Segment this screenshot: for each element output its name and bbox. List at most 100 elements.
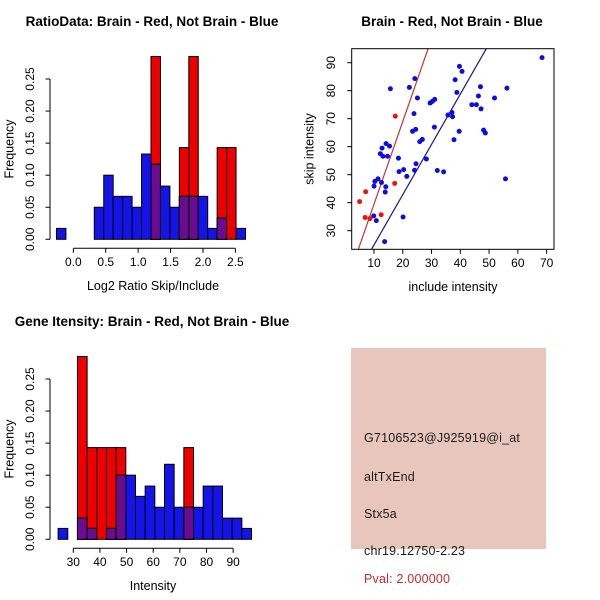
histogram-bar-blue <box>212 485 224 540</box>
scatter-point-blue <box>412 76 418 82</box>
scatter-point-red <box>363 189 369 195</box>
scatter-point-blue <box>445 112 451 118</box>
x-tick-label: 70 <box>173 555 187 569</box>
histogram-bar-blue <box>154 506 165 540</box>
histogram-bar-blue <box>241 527 253 540</box>
scatter-point-blue <box>419 136 425 142</box>
scatter-point-blue <box>456 128 462 134</box>
histogram-bar-blue <box>197 195 209 240</box>
scatter-point-blue <box>375 176 381 182</box>
scatter-point-blue <box>378 180 384 186</box>
histogram-bar-blue <box>57 527 69 540</box>
histogram-bar-overlap <box>216 217 228 240</box>
gene-name-text: Stx5a <box>364 507 397 521</box>
gene-intensity-histogram-chart: Gene Itensity: Brain - Red, Not Brain - … <box>3 314 290 593</box>
histogram-bar-blue <box>169 206 180 240</box>
x-tick-label: 10 <box>367 256 381 270</box>
y-tick-label: 90 <box>324 56 338 70</box>
scatter-point-blue <box>504 85 510 91</box>
x-tick-label: 80 <box>200 555 214 569</box>
pval-text: Pval: 2.000000 <box>364 572 451 586</box>
x-tick-label: 90 <box>226 555 240 569</box>
scatter-point-blue <box>449 110 455 116</box>
histogram-bar-overlap <box>105 527 117 540</box>
histogram-bar-overlap <box>188 195 199 240</box>
scatter-point-blue <box>469 102 475 108</box>
y-tick-label: 70 <box>324 112 338 126</box>
scatter-point-blue <box>371 213 377 219</box>
scatter-point-blue <box>400 214 406 220</box>
histogram-bar-blue <box>235 227 247 240</box>
plot-box <box>351 48 555 250</box>
histogram-bar-red <box>76 356 88 540</box>
y-tick-label: 0.00 <box>23 227 37 251</box>
x-tick-label: 60 <box>147 555 161 569</box>
histogram-bar-blue <box>159 185 171 240</box>
scatter-point-blue <box>452 77 458 83</box>
y-tick-label: 0.20 <box>23 399 37 423</box>
intensity-scatter-panel: Brain - Red, Not Brain - Blue 10 20 30 40 50 6… <box>300 0 600 300</box>
histogram-bar-overlap <box>183 506 194 540</box>
y-tick-label: 0.25 <box>23 367 37 391</box>
gene-info-box: G7106523@J925919@i_at altTxEnd Stx5a chr… <box>351 348 546 586</box>
scatter-point-red <box>362 215 368 221</box>
axis-title-x: Log2 Ratio Skip/Include <box>87 279 219 293</box>
scatter-point-red <box>392 113 398 119</box>
notbrain-fit-line <box>371 48 487 250</box>
scatter-point-blue <box>382 239 388 245</box>
y-tick-label: 0.20 <box>23 99 37 123</box>
chart-title: Gene Itensity: Brain - Red, Not Brain - … <box>15 314 290 329</box>
scatter-point-blue <box>414 95 420 101</box>
histogram-bar-overlap <box>115 474 127 540</box>
y-tick-label: 0.05 <box>23 195 37 219</box>
x-tick-label: 0.5 <box>97 255 114 269</box>
ratio-histogram-chart: RatioData: Brain - Red, Not Brain - Blue… <box>3 14 279 293</box>
scatter-point-red <box>392 180 398 186</box>
histogram-bar-red <box>226 147 237 240</box>
scatter-point-blue <box>473 102 479 108</box>
histogram-bar-overlap <box>178 195 190 240</box>
scatter-point-blue <box>413 161 419 167</box>
histogram-bar-blue <box>55 227 67 240</box>
x-tick-label: 60 <box>511 256 525 270</box>
scatter-point-blue <box>396 169 402 175</box>
scatter-point-blue <box>423 156 429 162</box>
scatter-point-blue <box>401 167 407 173</box>
y-tick-label: 0.10 <box>23 463 37 487</box>
histogram-bar-blue <box>93 206 105 240</box>
x-tick-label: 40 <box>93 555 107 569</box>
scatter-point-blue <box>385 153 391 159</box>
scatter-point-blue <box>383 141 389 147</box>
histogram-bar-blue <box>231 517 243 540</box>
scatter-point-blue <box>395 155 401 161</box>
chart-title: Brain - Red, Not Brain - Blue <box>361 14 543 29</box>
histogram-bar-red <box>96 447 107 540</box>
scatter-point-red <box>378 212 384 218</box>
scatter-point-blue <box>482 130 488 136</box>
scatter-point-blue <box>413 126 419 132</box>
histogram-bar-overlap <box>150 163 161 240</box>
axis-title-x: Intensity <box>130 579 177 593</box>
scatter-point-blue <box>450 114 456 120</box>
histogram-bar-blue <box>134 495 146 540</box>
scatter-point-blue <box>478 106 484 112</box>
x-tick-label: 2.0 <box>195 255 212 269</box>
scatter-point-blue <box>432 96 438 102</box>
histogram-bar-blue <box>173 506 185 540</box>
x-tick-label: 1.0 <box>130 255 147 269</box>
scatter-point-blue <box>477 84 483 90</box>
axis-title-y: skip intensity <box>303 112 317 184</box>
histogram-bar-blue <box>131 206 143 240</box>
scatter-point-blue <box>451 137 457 143</box>
scatter-point-blue <box>454 89 460 95</box>
y-tick-label: 0.15 <box>23 131 37 155</box>
histogram-bar-blue <box>192 506 204 540</box>
brain-fit-line <box>357 48 429 250</box>
gene-intensity-histogram-panel: Gene Itensity: Brain - Red, Not Brain - … <box>0 300 300 600</box>
x-tick-label: 1.5 <box>162 255 179 269</box>
x-tick-label: 50 <box>482 256 496 270</box>
scatter-point-blue <box>379 145 385 151</box>
histogram-bar-blue <box>144 485 156 540</box>
histogram-bar-blue <box>207 227 218 240</box>
histogram-bar-blue <box>202 485 214 540</box>
